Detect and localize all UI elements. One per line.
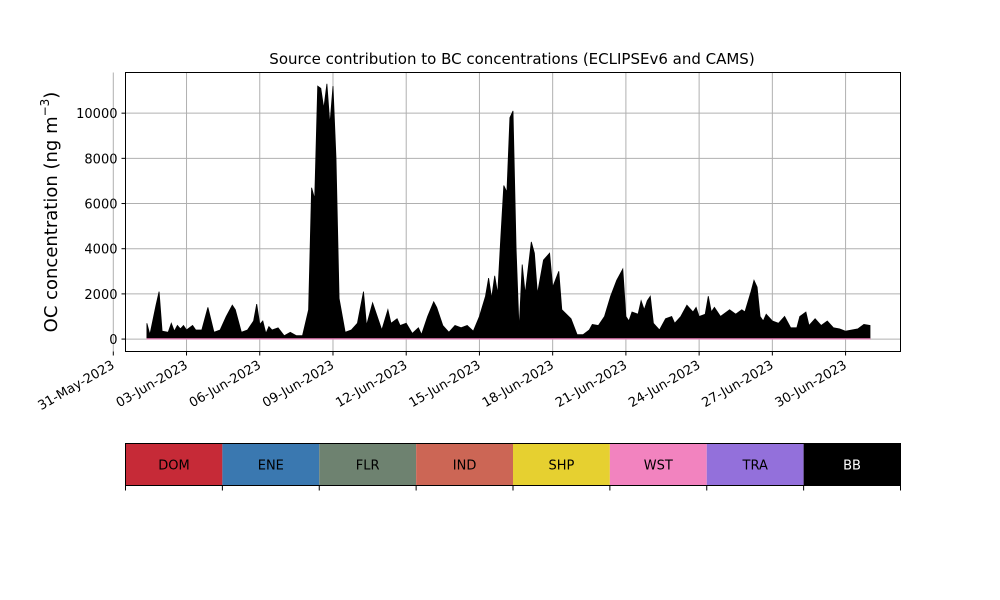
- series-area-bb: [146, 83, 871, 340]
- x-tick-label: 21-Jun-2023: [553, 358, 630, 411]
- y-tick-label: 2000: [84, 288, 117, 303]
- x-tick-label: 30-Jun-2023: [773, 358, 850, 411]
- y-axis-label-superscript: −3: [38, 99, 52, 117]
- x-tick-label: 09-Jun-2023: [260, 358, 337, 411]
- legend-label-tra: TRA: [742, 459, 768, 474]
- legend-swatch-dom: [125, 443, 223, 486]
- legend-swatch-flr: [319, 443, 417, 486]
- y-tick-label: 8000: [84, 152, 117, 167]
- y-tick-label: 0: [109, 333, 117, 348]
- y-axis-label-close: ): [41, 92, 62, 99]
- x-tick-label: 06-Jun-2023: [187, 358, 264, 411]
- x-tick-label: 18-Jun-2023: [480, 358, 557, 411]
- legend-swatch-ene: [222, 443, 320, 486]
- legend-label-bb: BB: [843, 459, 861, 474]
- legend-label-flr: FLR: [356, 459, 380, 474]
- y-axis-label-main: OC concentration (ng m: [41, 116, 62, 332]
- legend-swatch-shp: [513, 443, 610, 486]
- y-axis-label: OC concentration (ng m−3): [38, 92, 62, 333]
- y-tick-label: 4000: [84, 243, 117, 258]
- legend-label-dom: DOM: [158, 459, 189, 474]
- legend-swatch-ind: [416, 443, 513, 486]
- x-axis: 31-May-202303-Jun-202306-Jun-202309-Jun-…: [36, 351, 850, 414]
- legend-swatch-bb: [803, 443, 901, 486]
- series-layer: [146, 83, 871, 340]
- x-tick-label: 12-Jun-2023: [333, 358, 410, 411]
- y-tick-label: 10000: [76, 107, 117, 122]
- y-tick-label: 6000: [84, 198, 117, 213]
- legend-label-wst: WST: [644, 459, 673, 474]
- source-legend-colorbar: DOM ENE FLR IND SHP WST TRA BB: [125, 443, 901, 491]
- y-axis: 0 2000 4000 6000 8000 10000: [76, 107, 126, 348]
- x-tick-label: 31-May-2023: [36, 358, 118, 414]
- legend-swatch-wst: [609, 443, 707, 486]
- x-tick-label: 24-Jun-2023: [626, 358, 703, 411]
- x-tick-label: 27-Jun-2023: [700, 358, 777, 411]
- x-tick-label: 03-Jun-2023: [114, 358, 191, 411]
- chart-title: Source contribution to BC concentrations…: [269, 50, 754, 68]
- legend-label-shp: SHP: [549, 459, 575, 474]
- series-area-wst: [146, 338, 871, 340]
- legend-label-ind: IND: [453, 459, 477, 474]
- plot-frame: [125, 72, 901, 352]
- legend-swatch-tra: [706, 443, 804, 486]
- x-tick-label: 15-Jun-2023: [407, 358, 484, 411]
- legend-label-ene: ENE: [258, 459, 284, 474]
